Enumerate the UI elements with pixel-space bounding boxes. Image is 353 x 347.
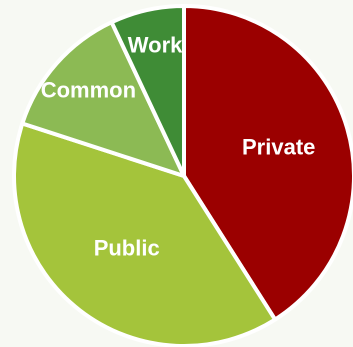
slice-label-private: Private xyxy=(242,134,315,159)
slice-label-common: Common xyxy=(41,78,136,103)
pie-slice-common xyxy=(20,20,186,178)
pie-slices xyxy=(12,4,353,347)
pie-slice-public xyxy=(12,121,278,347)
pie-slice-work xyxy=(109,4,186,178)
slice-label-public: Public xyxy=(94,236,160,261)
slice-label-work: Work xyxy=(128,32,183,57)
pie-labels: Private Public Common Work xyxy=(41,32,316,260)
